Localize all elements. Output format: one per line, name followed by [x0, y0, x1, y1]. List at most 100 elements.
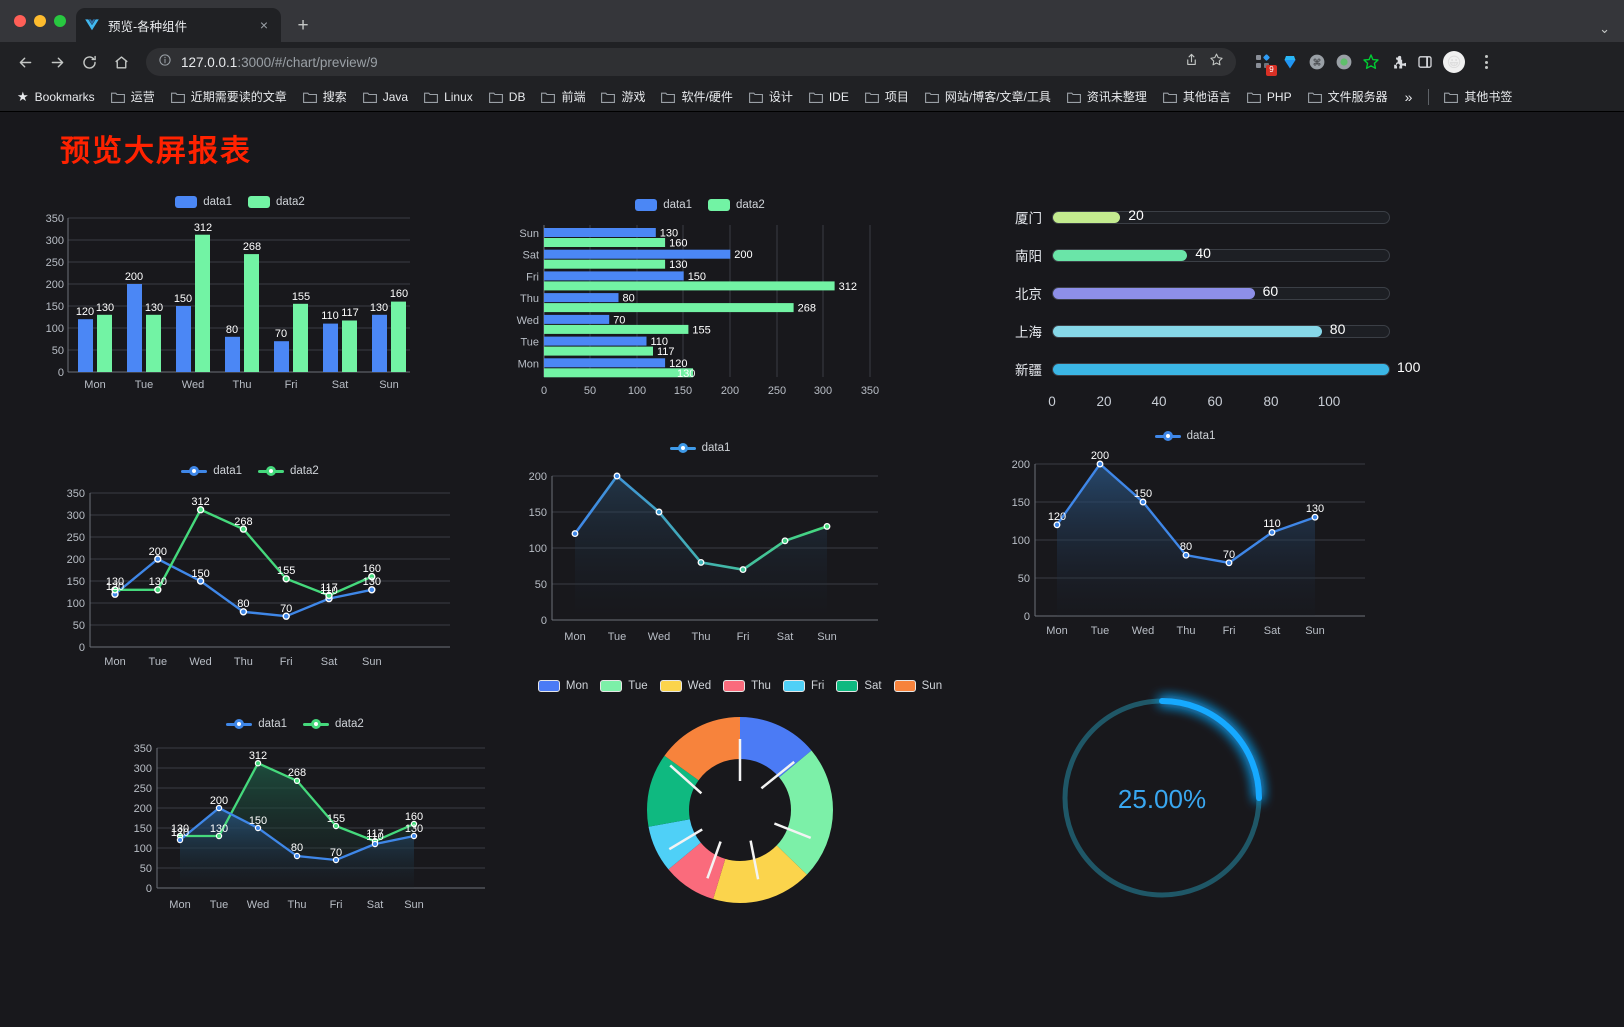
bookmark-folder[interactable]: Linux: [417, 87, 480, 107]
svg-text:350: 350: [67, 488, 85, 500]
green-dot-icon[interactable]: [1335, 53, 1353, 71]
progress-row[interactable]: 新疆 100: [990, 350, 1420, 388]
legend-item[interactable]: Mon: [537, 680, 588, 692]
legend-item[interactable]: Wed: [659, 680, 711, 692]
bookmark-folder[interactable]: 近期需要读的文章: [164, 85, 294, 108]
chart-bar-horizontal[interactable]: data1 data2: [500, 195, 900, 430]
svg-text:200: 200: [149, 546, 167, 558]
bookmark-folder[interactable]: 设计: [742, 85, 800, 108]
bookmark-folder[interactable]: 游戏: [594, 85, 652, 108]
bookmark-folder[interactable]: 项目: [858, 85, 916, 108]
progress-row[interactable]: 上海 80: [990, 312, 1390, 350]
address-bar[interactable]: 127.0.0.1:3000/#/chart/preview/9: [146, 48, 1236, 76]
command-circle-icon[interactable]: ⌘: [1308, 53, 1326, 71]
bookmark-folder[interactable]: 软件/硬件: [654, 85, 739, 108]
legend[interactable]: data1 data2: [95, 718, 495, 730]
legend-item[interactable]: Thu: [723, 680, 771, 692]
bookmark-star-icon[interactable]: [1209, 52, 1224, 72]
legend-item[interactable]: Tue: [600, 680, 648, 692]
new-tab-button[interactable]: +: [297, 14, 309, 36]
bookmark-folder[interactable]: 网站/博客/文章/工具: [918, 85, 1058, 108]
svg-text:110: 110: [321, 310, 339, 322]
progress-fill: [1053, 211, 1121, 223]
progress-row[interactable]: 厦门 20: [990, 198, 1390, 236]
progress-track[interactable]: 100: [1052, 359, 1420, 376]
sidepanel-icon[interactable]: [1416, 53, 1434, 71]
maximize-window-button[interactable]: [54, 15, 66, 27]
reload-button[interactable]: [74, 47, 104, 77]
home-button[interactable]: [106, 47, 136, 77]
legend-item[interactable]: data1: [1154, 430, 1215, 442]
bookmark-folder[interactable]: 搜索: [296, 85, 354, 108]
legend-item[interactable]: data1: [669, 442, 730, 454]
profile-avatar[interactable]: 😀: [1443, 51, 1465, 73]
chart-donut[interactable]: Mon Tue Wed Thu Fri Sat Sun: [520, 680, 960, 960]
legend-item[interactable]: data1: [226, 718, 287, 730]
legend-item[interactable]: data2: [708, 199, 765, 211]
legend[interactable]: Mon Tue Wed Thu Fri Sat Sun: [520, 680, 960, 692]
bookmark-folder[interactable]: PHP: [1240, 87, 1299, 107]
back-button[interactable]: [10, 47, 40, 77]
legend[interactable]: data1 data2: [35, 465, 465, 477]
svg-text:Mon: Mon: [84, 379, 105, 391]
legend-item[interactable]: data1: [175, 196, 232, 208]
bookmark-folder[interactable]: 资讯未整理: [1060, 85, 1154, 108]
share-icon[interactable]: [1184, 52, 1199, 72]
bookmark-folder[interactable]: 前端: [534, 85, 592, 108]
legend-item[interactable]: Sat: [836, 680, 882, 692]
kebab-menu-icon[interactable]: [1474, 55, 1498, 69]
diamond-icon[interactable]: [1281, 53, 1299, 71]
svg-text:100: 100: [628, 385, 646, 397]
chart-area-single[interactable]: data1: [985, 430, 1385, 665]
bookmarks-bar: ★ Bookmarks 运营 近期需要读的文章 搜索 Java Linux DB…: [0, 82, 1624, 112]
legend-item[interactable]: data2: [248, 196, 305, 208]
bookmark-folder[interactable]: 运营: [104, 85, 162, 108]
legend-item[interactable]: data1: [635, 199, 692, 211]
bookmark-folder[interactable]: IDE: [802, 87, 856, 107]
progress-track[interactable]: 40: [1052, 245, 1390, 262]
legend-item[interactable]: data2: [303, 718, 364, 730]
progress-track[interactable]: 20: [1052, 207, 1390, 224]
chevron-down-icon[interactable]: ⌄: [1599, 21, 1610, 36]
legend-item[interactable]: Sun: [893, 680, 942, 692]
svg-text:Sun: Sun: [519, 228, 539, 240]
chart-line-double[interactable]: data1 data2: [35, 465, 465, 695]
chart-bar-vertical[interactable]: data1 data2: [20, 192, 460, 422]
progress-row[interactable]: 北京 60: [990, 274, 1390, 312]
bookmark-folder[interactable]: 文件服务器: [1301, 85, 1395, 108]
minimize-window-button[interactable]: [34, 15, 46, 27]
svg-text:100: 100: [529, 543, 547, 555]
green-star-icon[interactable]: [1362, 53, 1380, 71]
forward-button[interactable]: [42, 47, 72, 77]
legend[interactable]: data1: [985, 430, 1385, 442]
extensions-grid-icon[interactable]: 9: [1254, 53, 1277, 76]
chart-area-double[interactable]: data1 data2: [95, 718, 495, 948]
chart-progress-bars[interactable]: 厦门 20 南阳 40 北京: [990, 192, 1420, 452]
progress-row[interactable]: 南阳 40: [990, 236, 1390, 274]
close-window-button[interactable]: [14, 15, 26, 27]
bookmark-folder[interactable]: Java: [356, 87, 415, 107]
legend[interactable]: data1 data2: [500, 199, 900, 211]
folder-icon: [170, 91, 185, 103]
progress-track[interactable]: 60: [1052, 283, 1390, 300]
close-tab-button[interactable]: ×: [259, 17, 269, 33]
site-info-icon[interactable]: [158, 53, 172, 72]
other-bookmarks-folder[interactable]: 其他书签: [1437, 85, 1519, 108]
bookmarks-overflow-button[interactable]: »: [1404, 88, 1413, 105]
progress-track[interactable]: 80: [1052, 321, 1390, 338]
puzzle-icon[interactable]: [1389, 53, 1407, 71]
bookmark-folder[interactable]: DB: [482, 87, 533, 107]
bookmark-manager-item[interactable]: ★ Bookmarks: [10, 86, 102, 108]
window-traffic-lights[interactable]: [12, 0, 76, 42]
browser-tab[interactable]: 预览-各种组件 ×: [76, 8, 281, 42]
chart-line-gradient[interactable]: data1: [500, 442, 900, 677]
legend-item[interactable]: data2: [258, 465, 319, 477]
legend-item[interactable]: data1: [181, 465, 242, 477]
bookmark-folder[interactable]: 其他语言: [1156, 85, 1238, 108]
chart-gauge[interactable]: 25.00%: [1040, 670, 1290, 940]
divider: [1428, 88, 1430, 105]
svg-text:130: 130: [405, 823, 423, 835]
legend[interactable]: data1 data2: [20, 196, 460, 208]
legend[interactable]: data1: [500, 442, 900, 454]
legend-item[interactable]: Fri: [782, 680, 824, 692]
